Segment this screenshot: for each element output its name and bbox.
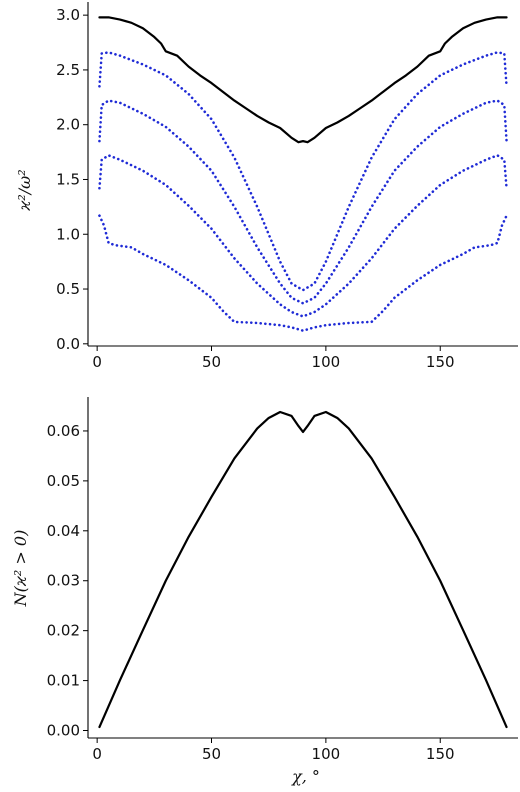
bottom-y-tick-label: 0.01 bbox=[47, 672, 80, 690]
bottom-y-tick-label: 0.05 bbox=[47, 472, 80, 490]
top-y-tick-label: 0.5 bbox=[56, 280, 80, 298]
bottom-y-tick-label: 0.02 bbox=[47, 622, 80, 640]
top-series-1-line bbox=[98, 51, 508, 292]
top-series-0-line bbox=[98, 16, 508, 144]
top-y-tick-label: 2.5 bbox=[56, 61, 80, 79]
bottom-x-tick-label: 150 bbox=[426, 745, 455, 763]
top-series-4-line bbox=[98, 214, 508, 332]
top-y-tick-label: 2.0 bbox=[56, 116, 80, 134]
bottom-x-tick-label: 0 bbox=[92, 745, 102, 763]
bottom-y-tick-label: 0.04 bbox=[47, 522, 80, 540]
bottom-y-tick-label: 0.00 bbox=[47, 722, 80, 740]
top-y-tick-label: 1.5 bbox=[56, 170, 80, 188]
top-x-tick-label: 150 bbox=[426, 353, 455, 371]
top-x-tick-label: 50 bbox=[202, 353, 221, 371]
bottom-chart-panel: N(ϰ² > 0) χ, ° 0 50 100 150 0.00 0.01 0.02 0.03… bbox=[11, 397, 518, 786]
bottom-series-0-line bbox=[98, 410, 508, 729]
bottom-y-tick-label: 0.06 bbox=[47, 422, 80, 440]
bottom-x-tick-label: 50 bbox=[202, 745, 221, 763]
top-series-2-line bbox=[98, 99, 508, 305]
top-y-tick-label: 0.0 bbox=[56, 335, 80, 353]
top-series-3-line bbox=[98, 154, 508, 318]
top-x-tick-label: 0 bbox=[92, 353, 102, 371]
top-y-tick-label: 3.0 bbox=[56, 6, 80, 24]
bottom-x-tick-label: 100 bbox=[312, 745, 341, 763]
bottom-y-tick-label: 0.03 bbox=[47, 572, 80, 590]
top-chart-panel: ϰ²/ω² 0 50 100 150 0.0 0.5 1.0 1.5 2.0 2.5 3.0 bbox=[15, 2, 518, 371]
top-x-tick-label: 100 bbox=[312, 353, 341, 371]
bottom-x-axis-label: χ, ° bbox=[291, 767, 320, 786]
top-y-tick-label: 1.0 bbox=[56, 225, 80, 243]
bottom-y-axis-label: N(ϰ² > 0) bbox=[11, 530, 30, 608]
top-y-axis-label: ϰ²/ω² bbox=[15, 169, 34, 211]
